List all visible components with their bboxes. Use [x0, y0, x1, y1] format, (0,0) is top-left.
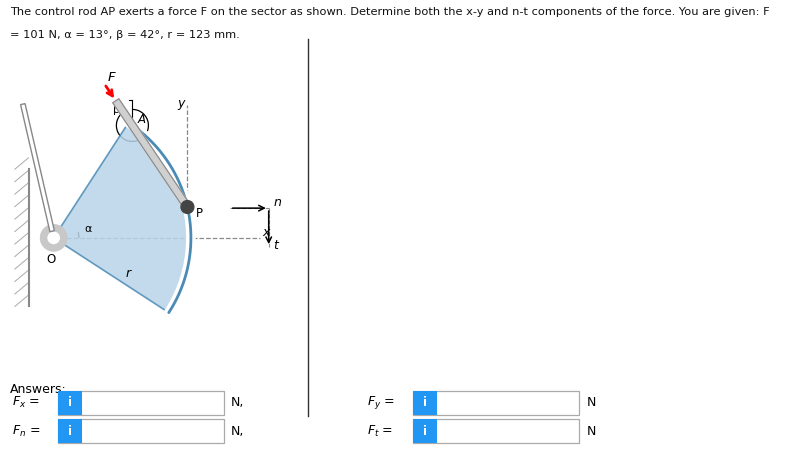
- Text: = 101 N, α = 13°, β = 42°, r = 123 mm.: = 101 N, α = 13°, β = 42°, r = 123 mm.: [10, 30, 240, 40]
- Text: N,: N,: [230, 425, 243, 438]
- Text: r: r: [125, 267, 130, 280]
- Polygon shape: [113, 99, 192, 211]
- Text: F: F: [108, 72, 116, 85]
- Text: N: N: [587, 425, 596, 438]
- Text: n: n: [274, 196, 282, 209]
- Text: $F_t$ =: $F_t$ =: [367, 424, 393, 438]
- FancyBboxPatch shape: [58, 391, 82, 415]
- Text: $F_y$ =: $F_y$ =: [367, 394, 395, 411]
- FancyBboxPatch shape: [58, 391, 224, 415]
- Text: N,: N,: [230, 396, 243, 409]
- Text: $F_n$ =: $F_n$ =: [12, 424, 40, 438]
- Text: t: t: [274, 239, 278, 252]
- Text: A: A: [138, 113, 146, 126]
- Circle shape: [41, 225, 67, 251]
- Text: β: β: [113, 104, 121, 115]
- Polygon shape: [54, 123, 191, 313]
- Text: P: P: [196, 207, 203, 220]
- FancyBboxPatch shape: [58, 419, 224, 443]
- Text: The control rod AP exerts a force F on the sector as shown. Determine both the x: The control rod AP exerts a force F on t…: [10, 7, 770, 17]
- Text: y: y: [178, 97, 185, 110]
- FancyBboxPatch shape: [413, 419, 579, 443]
- Polygon shape: [21, 103, 55, 231]
- Text: i: i: [67, 396, 72, 409]
- FancyBboxPatch shape: [58, 419, 82, 443]
- Text: i: i: [67, 425, 72, 438]
- Text: i: i: [423, 425, 427, 438]
- Circle shape: [181, 201, 193, 213]
- Text: x: x: [262, 225, 269, 238]
- Circle shape: [48, 232, 59, 243]
- Text: N: N: [587, 396, 596, 409]
- Text: α: α: [85, 225, 92, 234]
- Text: i: i: [423, 396, 427, 409]
- Text: $F_x$ =: $F_x$ =: [12, 395, 40, 410]
- FancyBboxPatch shape: [413, 391, 579, 415]
- Text: O: O: [47, 253, 56, 266]
- Text: Answers:: Answers:: [10, 383, 67, 395]
- FancyBboxPatch shape: [413, 391, 437, 415]
- FancyBboxPatch shape: [413, 419, 437, 443]
